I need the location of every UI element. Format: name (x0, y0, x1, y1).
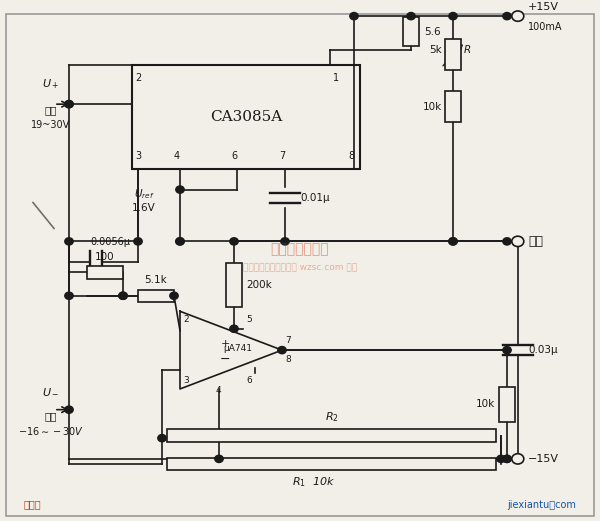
Text: 3: 3 (135, 151, 141, 161)
Text: 8: 8 (348, 151, 354, 161)
Circle shape (215, 455, 223, 463)
Text: 4: 4 (216, 387, 221, 395)
Circle shape (497, 455, 505, 463)
Circle shape (281, 238, 289, 245)
Text: 2: 2 (183, 315, 188, 325)
Text: 5.1k: 5.1k (145, 276, 167, 286)
Circle shape (65, 101, 73, 108)
Text: −15V: −15V (528, 454, 559, 464)
Circle shape (65, 238, 73, 245)
Circle shape (65, 292, 73, 300)
Text: 6: 6 (231, 151, 237, 161)
Text: R: R (464, 45, 471, 55)
Text: 5: 5 (246, 315, 252, 325)
Text: 5.6: 5.6 (424, 27, 441, 36)
Circle shape (512, 236, 524, 246)
Bar (499, 388, 515, 421)
Text: $R_1$  10k: $R_1$ 10k (292, 476, 335, 489)
Circle shape (176, 238, 184, 245)
Text: 7: 7 (285, 336, 291, 345)
Bar (167, 429, 496, 442)
Text: 4: 4 (174, 151, 180, 161)
Circle shape (176, 186, 184, 193)
Circle shape (512, 454, 524, 464)
Text: $U_-$: $U_-$ (43, 387, 59, 396)
Circle shape (176, 238, 184, 245)
Text: 公共: 公共 (528, 235, 543, 248)
Circle shape (119, 292, 127, 300)
Text: +15V: +15V (528, 2, 559, 12)
Text: $U_+$: $U_+$ (43, 78, 59, 91)
Circle shape (407, 13, 415, 20)
Circle shape (230, 325, 238, 332)
Text: 输入: 输入 (45, 105, 57, 115)
Text: $-16\sim-30V$: $-16\sim-30V$ (18, 425, 84, 437)
Circle shape (503, 13, 511, 20)
Circle shape (449, 238, 457, 245)
Text: 2: 2 (135, 73, 141, 83)
Circle shape (230, 238, 238, 245)
Text: 100mA: 100mA (528, 22, 563, 32)
Bar (226, 263, 242, 307)
Circle shape (278, 346, 286, 354)
Bar (445, 40, 461, 70)
Text: 0.03μ: 0.03μ (529, 345, 558, 355)
Text: 200k: 200k (246, 280, 272, 290)
Circle shape (512, 11, 524, 21)
Bar (167, 458, 496, 470)
Text: 1.6V: 1.6V (132, 203, 156, 213)
Text: jiexiantu．com: jiexiantu．com (507, 500, 576, 510)
Circle shape (65, 406, 73, 413)
Bar (132, 65, 360, 169)
Circle shape (170, 292, 178, 300)
Bar (403, 17, 419, 46)
Circle shape (350, 13, 358, 20)
Circle shape (134, 238, 142, 245)
Circle shape (503, 346, 511, 354)
Text: 接线图: 接线图 (24, 500, 41, 510)
Text: CA3085A: CA3085A (210, 110, 282, 124)
Bar (87, 266, 123, 279)
Circle shape (503, 238, 511, 245)
Text: +: + (220, 339, 230, 349)
Text: 5k: 5k (430, 45, 442, 55)
Text: 1: 1 (333, 73, 339, 83)
Text: $R_2$: $R_2$ (325, 411, 338, 424)
Text: −: − (220, 353, 230, 366)
Polygon shape (180, 311, 282, 389)
Text: 19~30V: 19~30V (31, 120, 71, 130)
Text: μA741: μA741 (224, 344, 253, 353)
Text: 杭州将雄科技有限公司 wzsc.com 网站: 杭州将雄科技有限公司 wzsc.com 网站 (243, 264, 357, 273)
Text: 10k: 10k (423, 102, 442, 111)
Text: $U_{ref}$: $U_{ref}$ (134, 187, 154, 201)
Text: 0.0056μ: 0.0056μ (90, 237, 130, 246)
Text: 100: 100 (95, 252, 115, 262)
Circle shape (65, 101, 73, 108)
Circle shape (449, 13, 457, 20)
Text: 输入: 输入 (45, 411, 57, 420)
Text: 0.01μ: 0.01μ (300, 193, 329, 203)
Text: 维宏电子市场网: 维宏电子市场网 (271, 242, 329, 256)
Circle shape (449, 238, 457, 245)
Text: 3: 3 (183, 376, 189, 385)
Text: 7: 7 (279, 151, 285, 161)
Circle shape (158, 435, 166, 442)
Circle shape (503, 455, 511, 463)
Circle shape (503, 455, 511, 463)
Bar (445, 91, 461, 122)
Text: 10k: 10k (476, 400, 495, 410)
Text: 6: 6 (246, 376, 252, 385)
Circle shape (119, 292, 127, 300)
Text: 8: 8 (285, 355, 291, 364)
Bar (138, 290, 174, 302)
